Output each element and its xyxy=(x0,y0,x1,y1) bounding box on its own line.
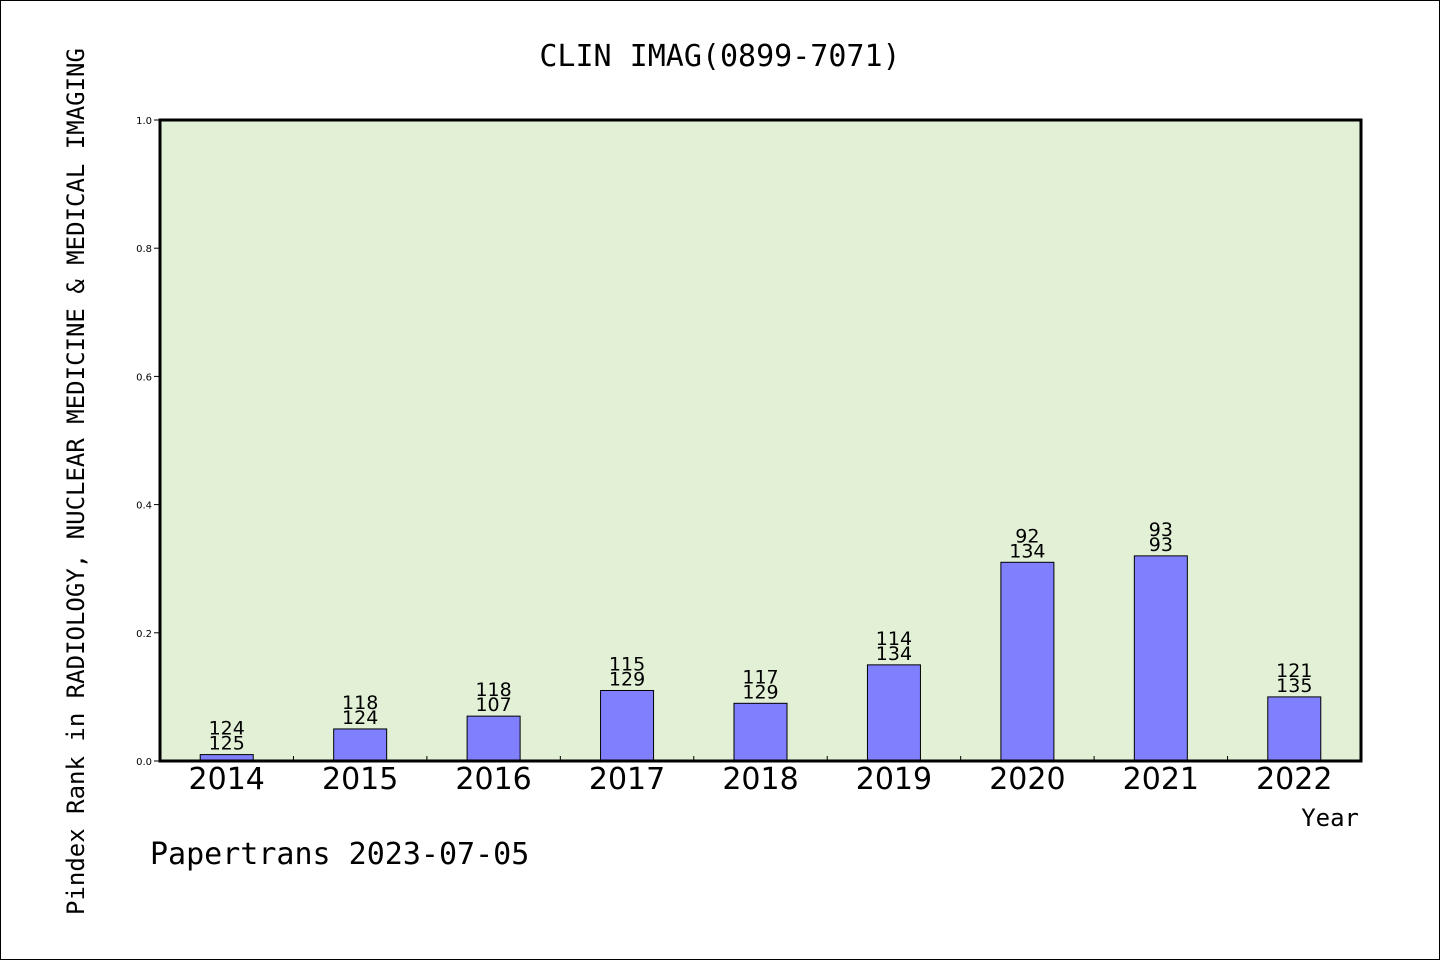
x-axis-ticks: 2014 2015 2016 2017 2018 2019 2020 2021 2022 xyxy=(189,756,1332,797)
x-tick-label: 2021 xyxy=(1123,762,1199,797)
bar-2016 xyxy=(466,715,521,762)
x-tick-label: 2020 xyxy=(989,762,1065,797)
x-tick-label: 2022 xyxy=(1256,762,1332,797)
x-tick-label: 2014 xyxy=(189,762,265,797)
bar-2021 xyxy=(1133,555,1188,762)
bar-2019 xyxy=(866,664,921,762)
total-label: 135 xyxy=(1276,675,1312,697)
total-label: 134 xyxy=(1009,540,1045,562)
total-label: 134 xyxy=(876,643,912,665)
bar-2022 xyxy=(1267,696,1322,762)
rank-label: 115 xyxy=(609,653,645,675)
total-label: 93 xyxy=(1149,534,1173,556)
x-tick-label: 2015 xyxy=(322,762,398,797)
y-tick-label: 0.8 xyxy=(136,244,152,255)
plot-frame xyxy=(158,118,1363,763)
y-tick-label: 1.0 xyxy=(136,116,152,127)
footer-credit: Papertrans 2023-07-05 xyxy=(150,837,529,872)
rank-label: 124 xyxy=(209,718,245,740)
rank-label: 114 xyxy=(876,628,912,650)
y-tick-label: 0.6 xyxy=(136,372,152,383)
rank-label: 93 xyxy=(1149,519,1173,541)
total-label: 129 xyxy=(609,668,645,690)
rank-label: 92 xyxy=(1015,525,1039,547)
rank-label: 121 xyxy=(1276,660,1312,682)
y-tick-label: 0.0 xyxy=(136,757,152,768)
bar-2017 xyxy=(600,689,655,762)
bars xyxy=(199,555,1322,762)
total-label: 125 xyxy=(209,733,245,755)
x-tick-label: 2019 xyxy=(856,762,932,797)
rank-label: 118 xyxy=(342,692,378,714)
x-axis-label: Year xyxy=(1301,804,1359,832)
bar-2020 xyxy=(1000,561,1055,762)
x-tick-label: 2017 xyxy=(589,762,665,797)
y-tick-label: 0.2 xyxy=(136,629,152,640)
total-label: 107 xyxy=(475,694,511,716)
total-label: 124 xyxy=(342,707,378,729)
total-label: 129 xyxy=(742,681,778,703)
rank-label: 117 xyxy=(742,666,778,688)
x-tick-label: 2016 xyxy=(455,762,531,797)
rank-label: 118 xyxy=(475,679,511,701)
bar-2015 xyxy=(333,728,388,762)
bar-2018 xyxy=(733,702,788,762)
y-tick-label: 0.4 xyxy=(136,501,152,512)
y-axis-label: Pindex Rank in RADIOLOGY, NUCLEAR MEDICI… xyxy=(62,48,90,915)
chart-title: CLIN IMAG(0899-7071) xyxy=(539,39,900,74)
x-tick-label: 2018 xyxy=(722,762,798,797)
